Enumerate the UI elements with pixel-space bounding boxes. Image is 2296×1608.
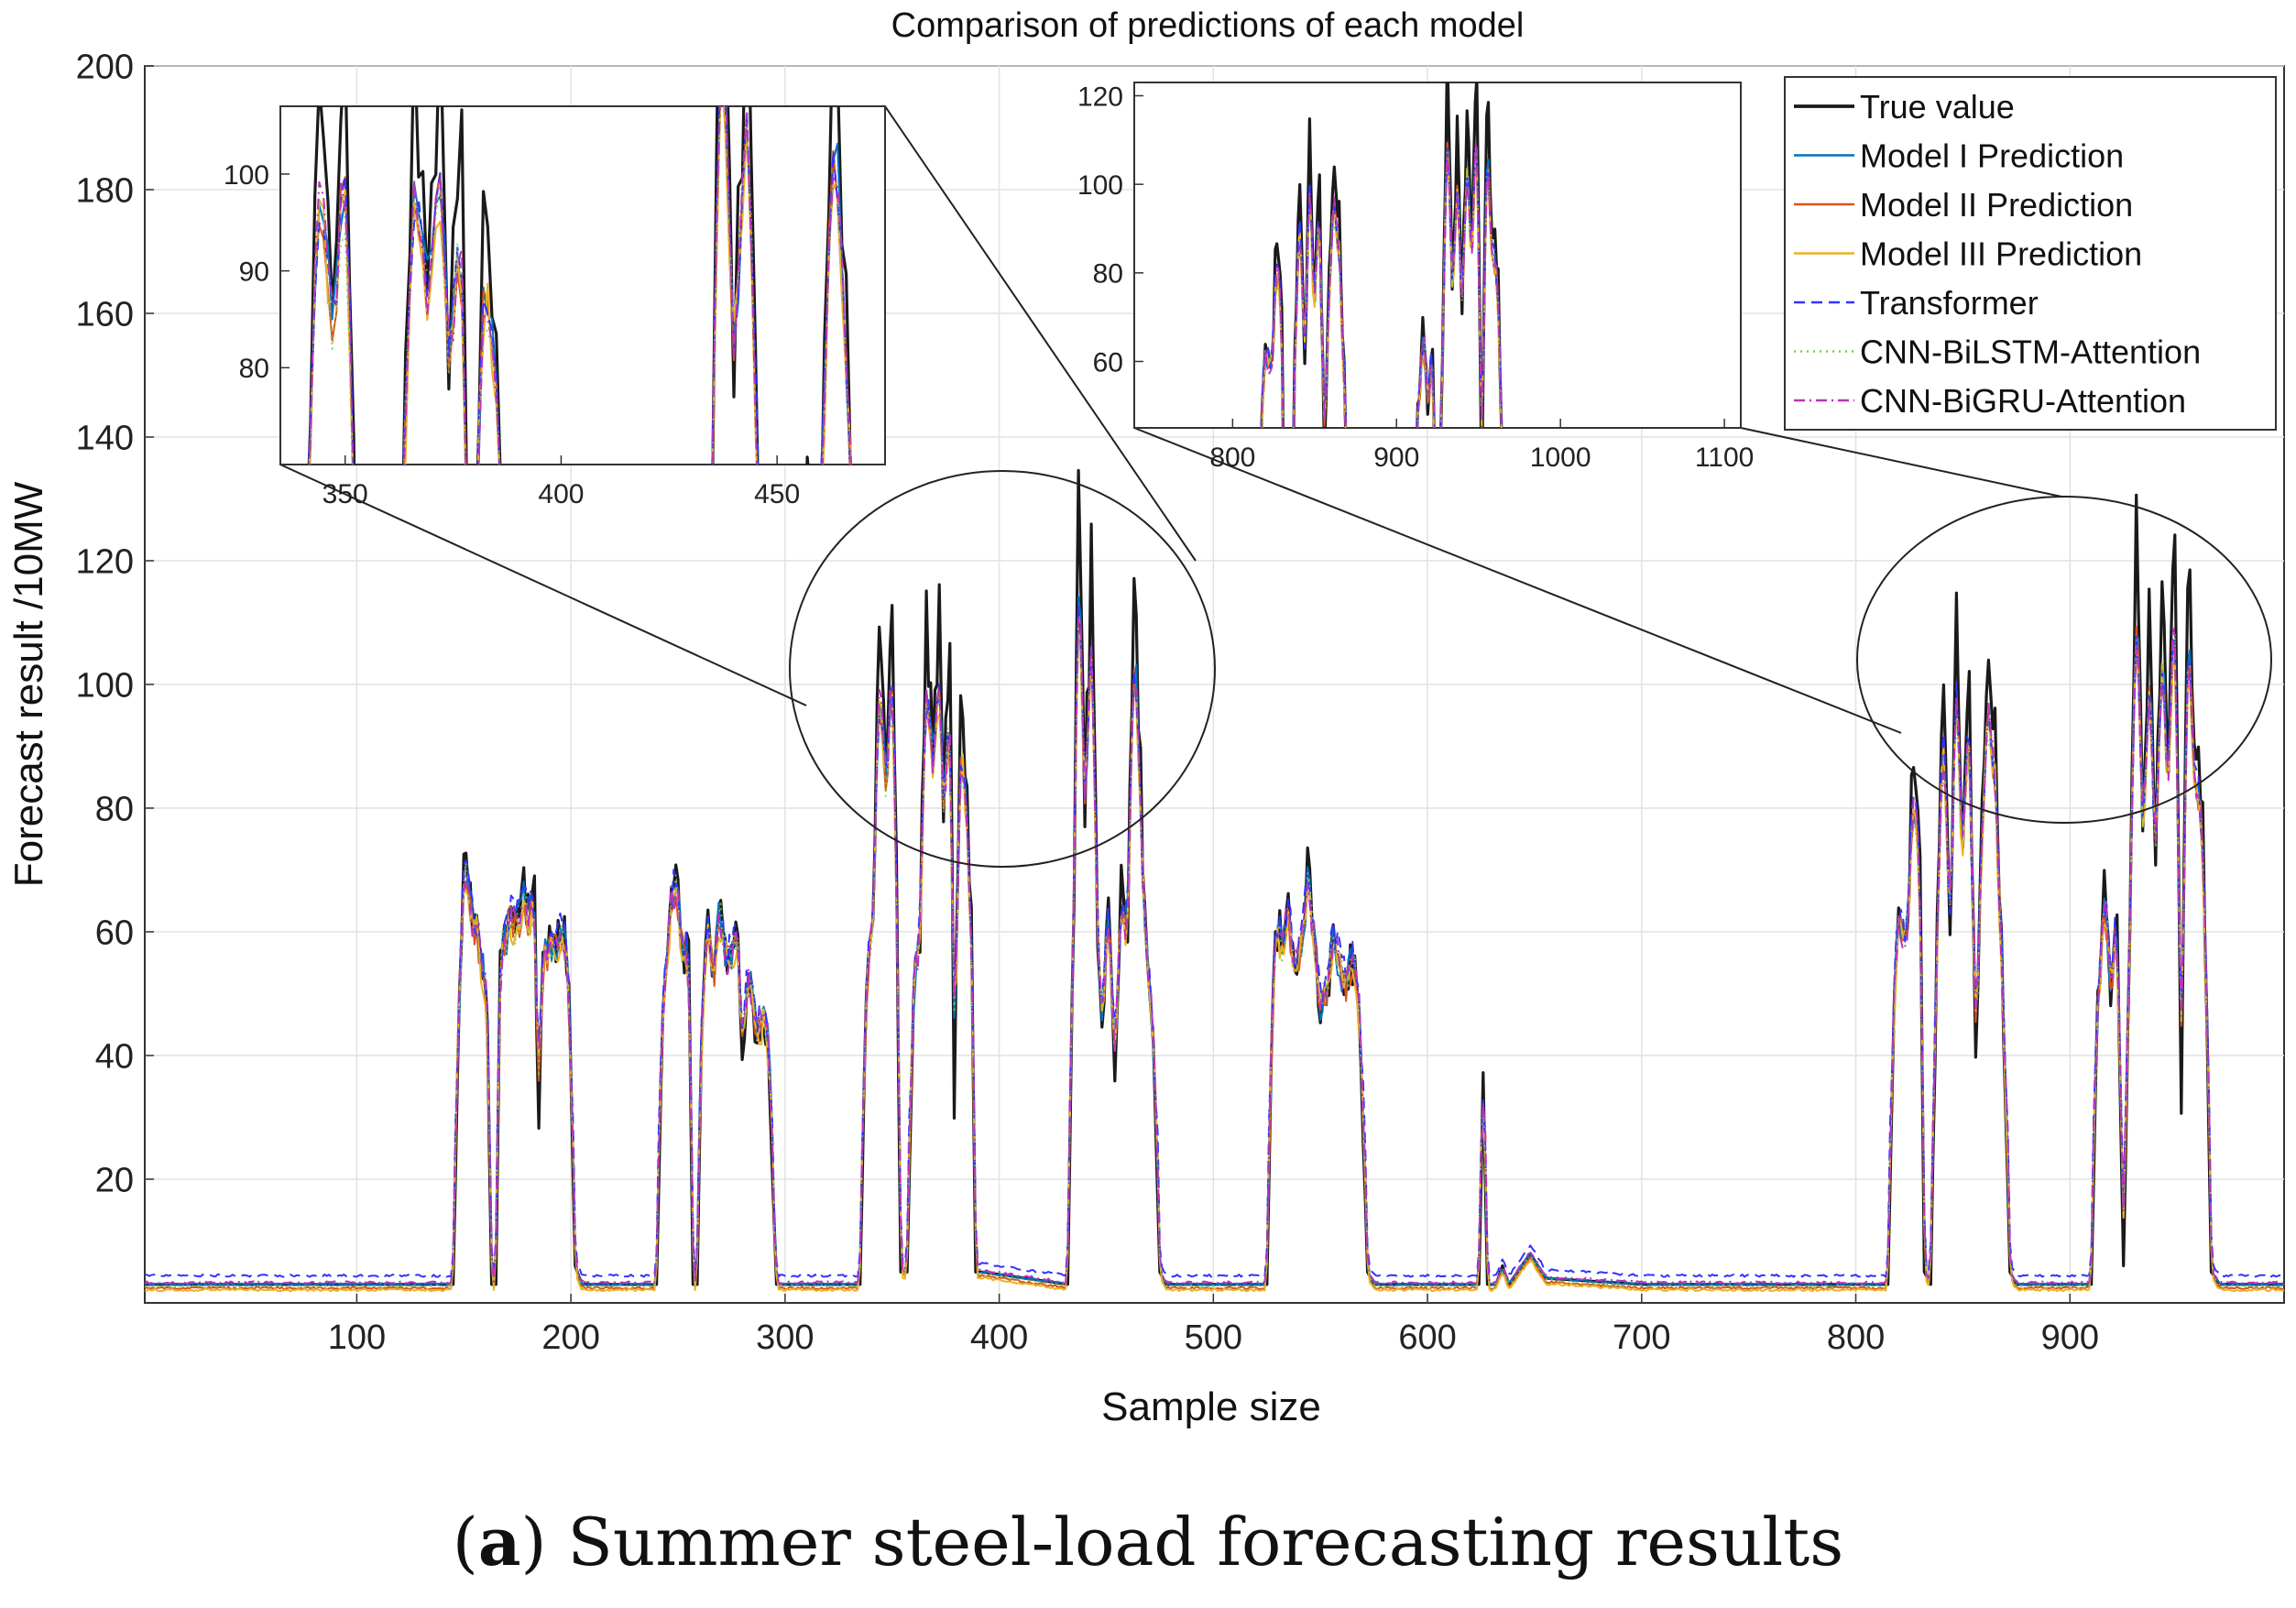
inset-left-ytick-label: 80 [239, 354, 269, 384]
series-line-cnn-bigru-attention [145, 617, 2284, 1285]
y-axis-label: Forecast result /10MW [6, 481, 51, 887]
inset-right-xtick-label: 800 [1209, 443, 1255, 473]
main-xtick-label: 900 [2041, 1318, 2099, 1357]
main-series-group [145, 468, 2284, 1293]
main-xtick-label: 100 [328, 1318, 386, 1357]
main-ytick-label: 180 [76, 172, 134, 211]
main-ytick-label: 140 [76, 420, 134, 458]
series-line-cnn-bilstm-attention [145, 632, 2284, 1289]
legend-label: CNN-BiGRU-Attention [1860, 382, 2186, 420]
connector-line [279, 464, 807, 706]
inset-left-xtick-label: 450 [754, 479, 800, 509]
main-xtick-label: 400 [970, 1318, 1028, 1357]
main-xtick-label: 600 [1398, 1318, 1456, 1357]
chart-title: Comparison of predictions of each model [891, 6, 1525, 45]
caption-label: a [477, 1503, 521, 1581]
legend: True value Model I Prediction Model II Pre… [1794, 88, 2201, 420]
x-axis-label: Sample size [1101, 1384, 1321, 1429]
figure-caption: (a) Summer steel-load forecasting result… [452, 1503, 1844, 1581]
main-ticks: 100 200 300 400 500 600 700 800 900 20 40 60 80 100 12… [76, 49, 2099, 1357]
legend-label: True value [1860, 88, 2015, 126]
legend-label: Model I Prediction [1860, 137, 2124, 175]
zoom-ellipse-left [789, 470, 1216, 868]
main-ytick-label: 40 [95, 1038, 134, 1077]
main-ytick-label: 80 [95, 791, 134, 829]
inset-right-panel [1133, 82, 1742, 429]
inset-left-xtick-label: 400 [538, 479, 584, 509]
main-ytick-label: 160 [76, 296, 134, 334]
legend-label: Model III Prediction [1860, 235, 2142, 273]
main-ytick-label: 200 [76, 49, 134, 87]
inset-right-ytick-label: 100 [1077, 170, 1123, 201]
inset-right-xtick-label: 1000 [1530, 443, 1591, 473]
inset-right-xtick-label: 1100 [1695, 443, 1755, 473]
main-ytick-label: 20 [95, 1162, 134, 1200]
main-xtick-label: 200 [541, 1318, 599, 1357]
connector-line [884, 105, 1197, 562]
main-ytick-label: 100 [76, 667, 134, 706]
caption-text: Summer steel-load forecasting results [546, 1504, 1844, 1581]
inset-right-series [1260, 82, 1503, 428]
series-line-transformer [1260, 148, 1503, 428]
inset-left-panel [279, 105, 886, 465]
main-xtick-label: 500 [1185, 1318, 1242, 1357]
legend-label: Model II Prediction [1860, 186, 2133, 224]
zoom-ellipse-right [1856, 496, 2272, 824]
main-xtick-label: 700 [1613, 1318, 1670, 1357]
inset-left-ticks: 350 400 450 80 90 100 [224, 160, 800, 509]
inset-left-xtick-label: 350 [323, 479, 368, 509]
main-xtick-label: 800 [1827, 1318, 1885, 1357]
inset-right-ytick-label: 80 [1093, 259, 1123, 290]
legend-label: CNN-BiLSTM-Attention [1860, 334, 2201, 371]
legend-label: Transformer [1860, 284, 2039, 322]
connector-line [1133, 427, 1902, 734]
main-ytick-label: 120 [76, 543, 134, 582]
legend-box [1784, 76, 2277, 431]
main-xtick-label: 300 [756, 1318, 814, 1357]
inset-right-xtick-label: 900 [1373, 443, 1419, 473]
inset-right-ytick-label: 60 [1093, 347, 1123, 377]
inset-left-ytick-label: 100 [224, 160, 269, 191]
inset-right-ticks: 800 900 1000 1100 60 80 100 120 [1077, 82, 1754, 473]
connector-line [1740, 427, 2062, 498]
inset-right-ytick-label: 120 [1077, 82, 1123, 112]
main-ytick-label: 60 [95, 914, 134, 953]
inset-left-ytick-label: 90 [239, 257, 269, 287]
series-line-true-value [1260, 82, 1503, 428]
